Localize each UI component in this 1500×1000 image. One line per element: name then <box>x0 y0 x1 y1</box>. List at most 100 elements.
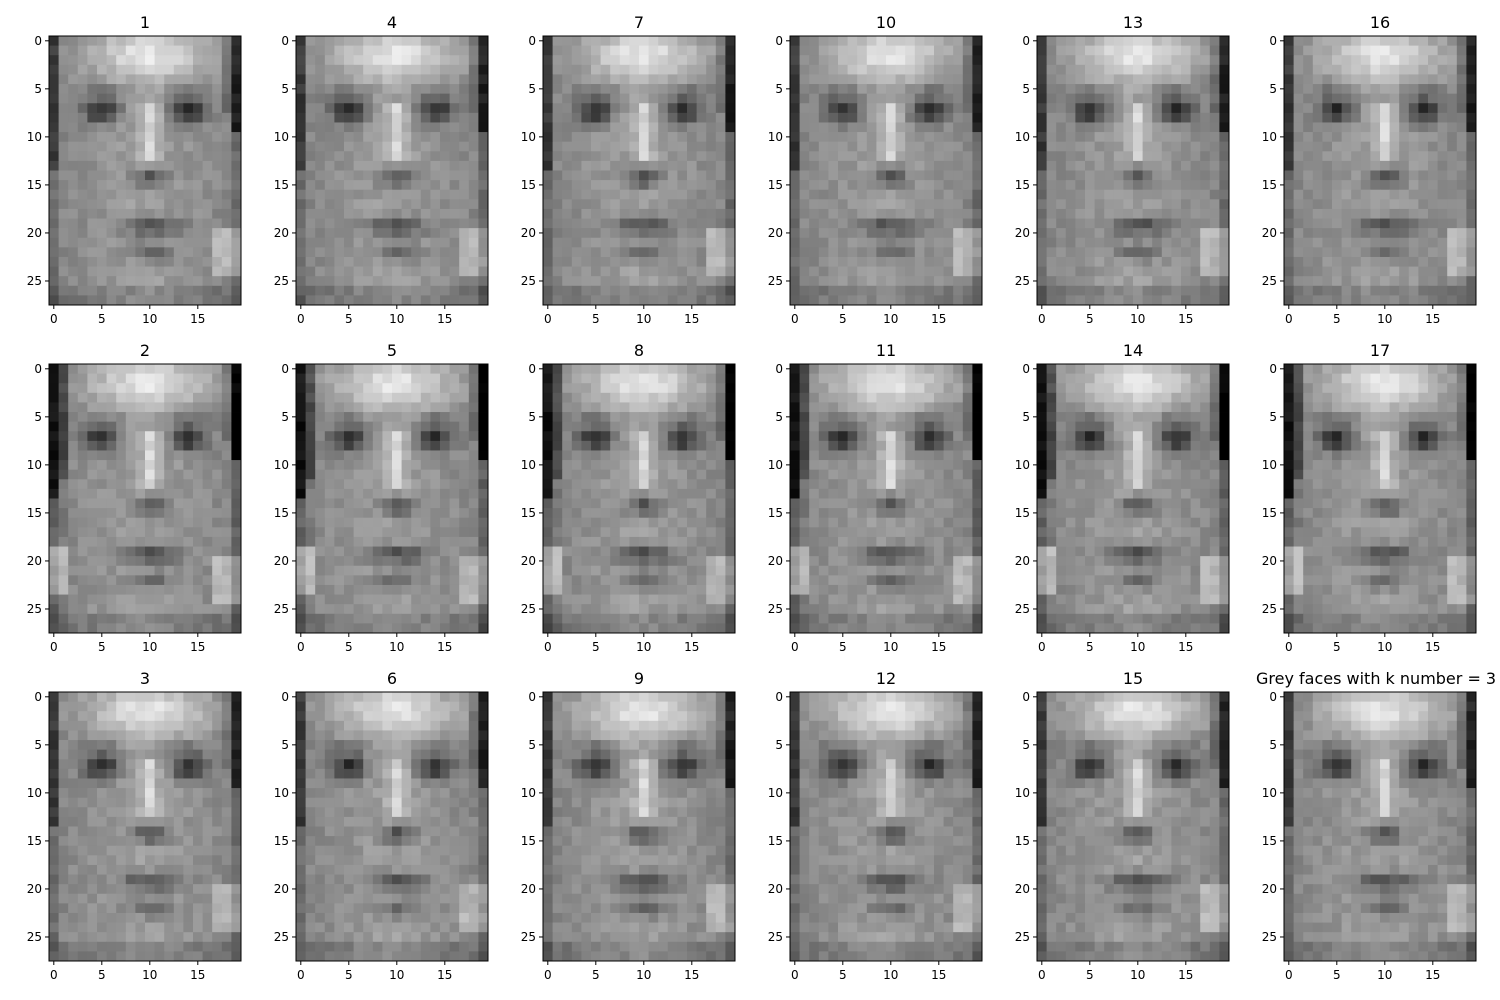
face-pixel <box>905 151 916 162</box>
face-pixel <box>610 84 621 95</box>
face-pixel <box>706 36 717 47</box>
face-pixel <box>154 383 165 394</box>
face-pixel <box>353 276 364 287</box>
face-pixel <box>809 93 820 104</box>
face-pixel <box>943 36 954 47</box>
face-pixel <box>401 208 412 219</box>
face-pixel <box>972 55 983 66</box>
face-pixel <box>116 151 127 162</box>
face-pixel <box>677 122 688 133</box>
face-pixel <box>392 132 402 143</box>
face-pixel <box>305 64 316 75</box>
face-pixel <box>440 450 450 461</box>
face-pixel <box>344 151 354 162</box>
face-pixel <box>972 285 983 296</box>
face-pixel <box>231 508 242 519</box>
face-pixel <box>173 160 184 171</box>
face-pixel <box>687 103 697 114</box>
face-pixel <box>87 460 98 471</box>
face-pixel <box>449 584 460 595</box>
face-pixel <box>411 170 422 181</box>
face-pixel <box>1399 122 1410 133</box>
face-pixel <box>478 517 489 528</box>
face-pixel <box>658 36 669 47</box>
face-pixel <box>725 170 736 181</box>
face-pixel <box>866 103 877 114</box>
face-pixel <box>125 237 136 248</box>
y-tick-label: 0 <box>34 362 42 376</box>
face-pixel <box>809 208 820 219</box>
face-pixel <box>706 189 717 200</box>
face-pixel <box>1437 64 1448 75</box>
face-pixel <box>725 199 736 210</box>
face-pixel <box>212 103 223 114</box>
face-pixel <box>401 498 412 509</box>
face-pixel <box>116 266 127 277</box>
face-pixel <box>790 170 800 181</box>
face-pixel <box>1428 285 1438 296</box>
face-pixel <box>440 170 450 181</box>
face-pixel <box>886 132 896 143</box>
face-pixel <box>154 536 165 547</box>
face-pixel <box>125 228 136 239</box>
face-pixel <box>372 103 383 114</box>
face-pixel <box>725 498 736 509</box>
face-pixel <box>1133 74 1143 85</box>
face-pixel <box>401 421 412 432</box>
face-pixel <box>648 285 659 296</box>
face-pixel <box>1303 180 1314 191</box>
face-pixel <box>392 228 402 239</box>
face-pixel <box>591 402 601 413</box>
face-pixel <box>183 64 194 75</box>
face-pixel <box>202 508 213 519</box>
face-pixel <box>1447 295 1458 306</box>
face-pixel <box>629 122 640 133</box>
face-pixel <box>324 421 335 432</box>
face-pixel <box>1161 64 1172 75</box>
face-pixel <box>1341 228 1352 239</box>
face-pixel <box>382 170 393 181</box>
face-pixel <box>571 141 582 152</box>
face-pixel <box>1408 93 1419 104</box>
face-pixel <box>600 421 611 432</box>
face-pixel <box>619 151 630 162</box>
face-pixel <box>725 112 736 123</box>
face-pixel <box>1437 266 1448 277</box>
face-pixel <box>459 237 470 248</box>
face-pixel <box>1303 36 1314 47</box>
face-pixel <box>1037 122 1047 133</box>
face-pixel <box>1437 151 1448 162</box>
face-pixel <box>687 45 697 56</box>
face-pixel <box>552 84 563 95</box>
face-pixel <box>1075 295 1086 306</box>
face-pixel <box>610 469 621 480</box>
face-pixel <box>905 247 916 258</box>
face-pixel <box>459 84 470 95</box>
face-pixel <box>667 421 678 432</box>
face-pixel <box>543 218 553 229</box>
face-pixel <box>1181 84 1191 95</box>
face-pixel <box>610 199 621 210</box>
face-pixel <box>847 141 858 152</box>
face-pixel <box>97 122 107 133</box>
face-pixel <box>344 488 354 499</box>
face-pixel <box>87 364 98 375</box>
face-pixel <box>440 469 450 480</box>
face-pixel <box>706 364 717 375</box>
face-pixel <box>562 55 573 66</box>
face-pixel <box>715 132 726 143</box>
face-pixel <box>1209 180 1220 191</box>
face-pixel <box>353 151 364 162</box>
face-pixel <box>97 170 107 181</box>
face-pixel <box>411 594 422 605</box>
face-pixel <box>164 527 175 538</box>
face-pixel <box>1447 45 1458 56</box>
face-pixel <box>231 383 242 394</box>
face-pixel <box>1219 199 1230 210</box>
face-pixel <box>552 431 563 442</box>
face-pixel <box>468 364 479 375</box>
face-pixel <box>164 160 175 171</box>
face-pixel <box>87 132 98 143</box>
face-pixel <box>1341 122 1352 133</box>
face-pixel <box>1161 93 1172 104</box>
